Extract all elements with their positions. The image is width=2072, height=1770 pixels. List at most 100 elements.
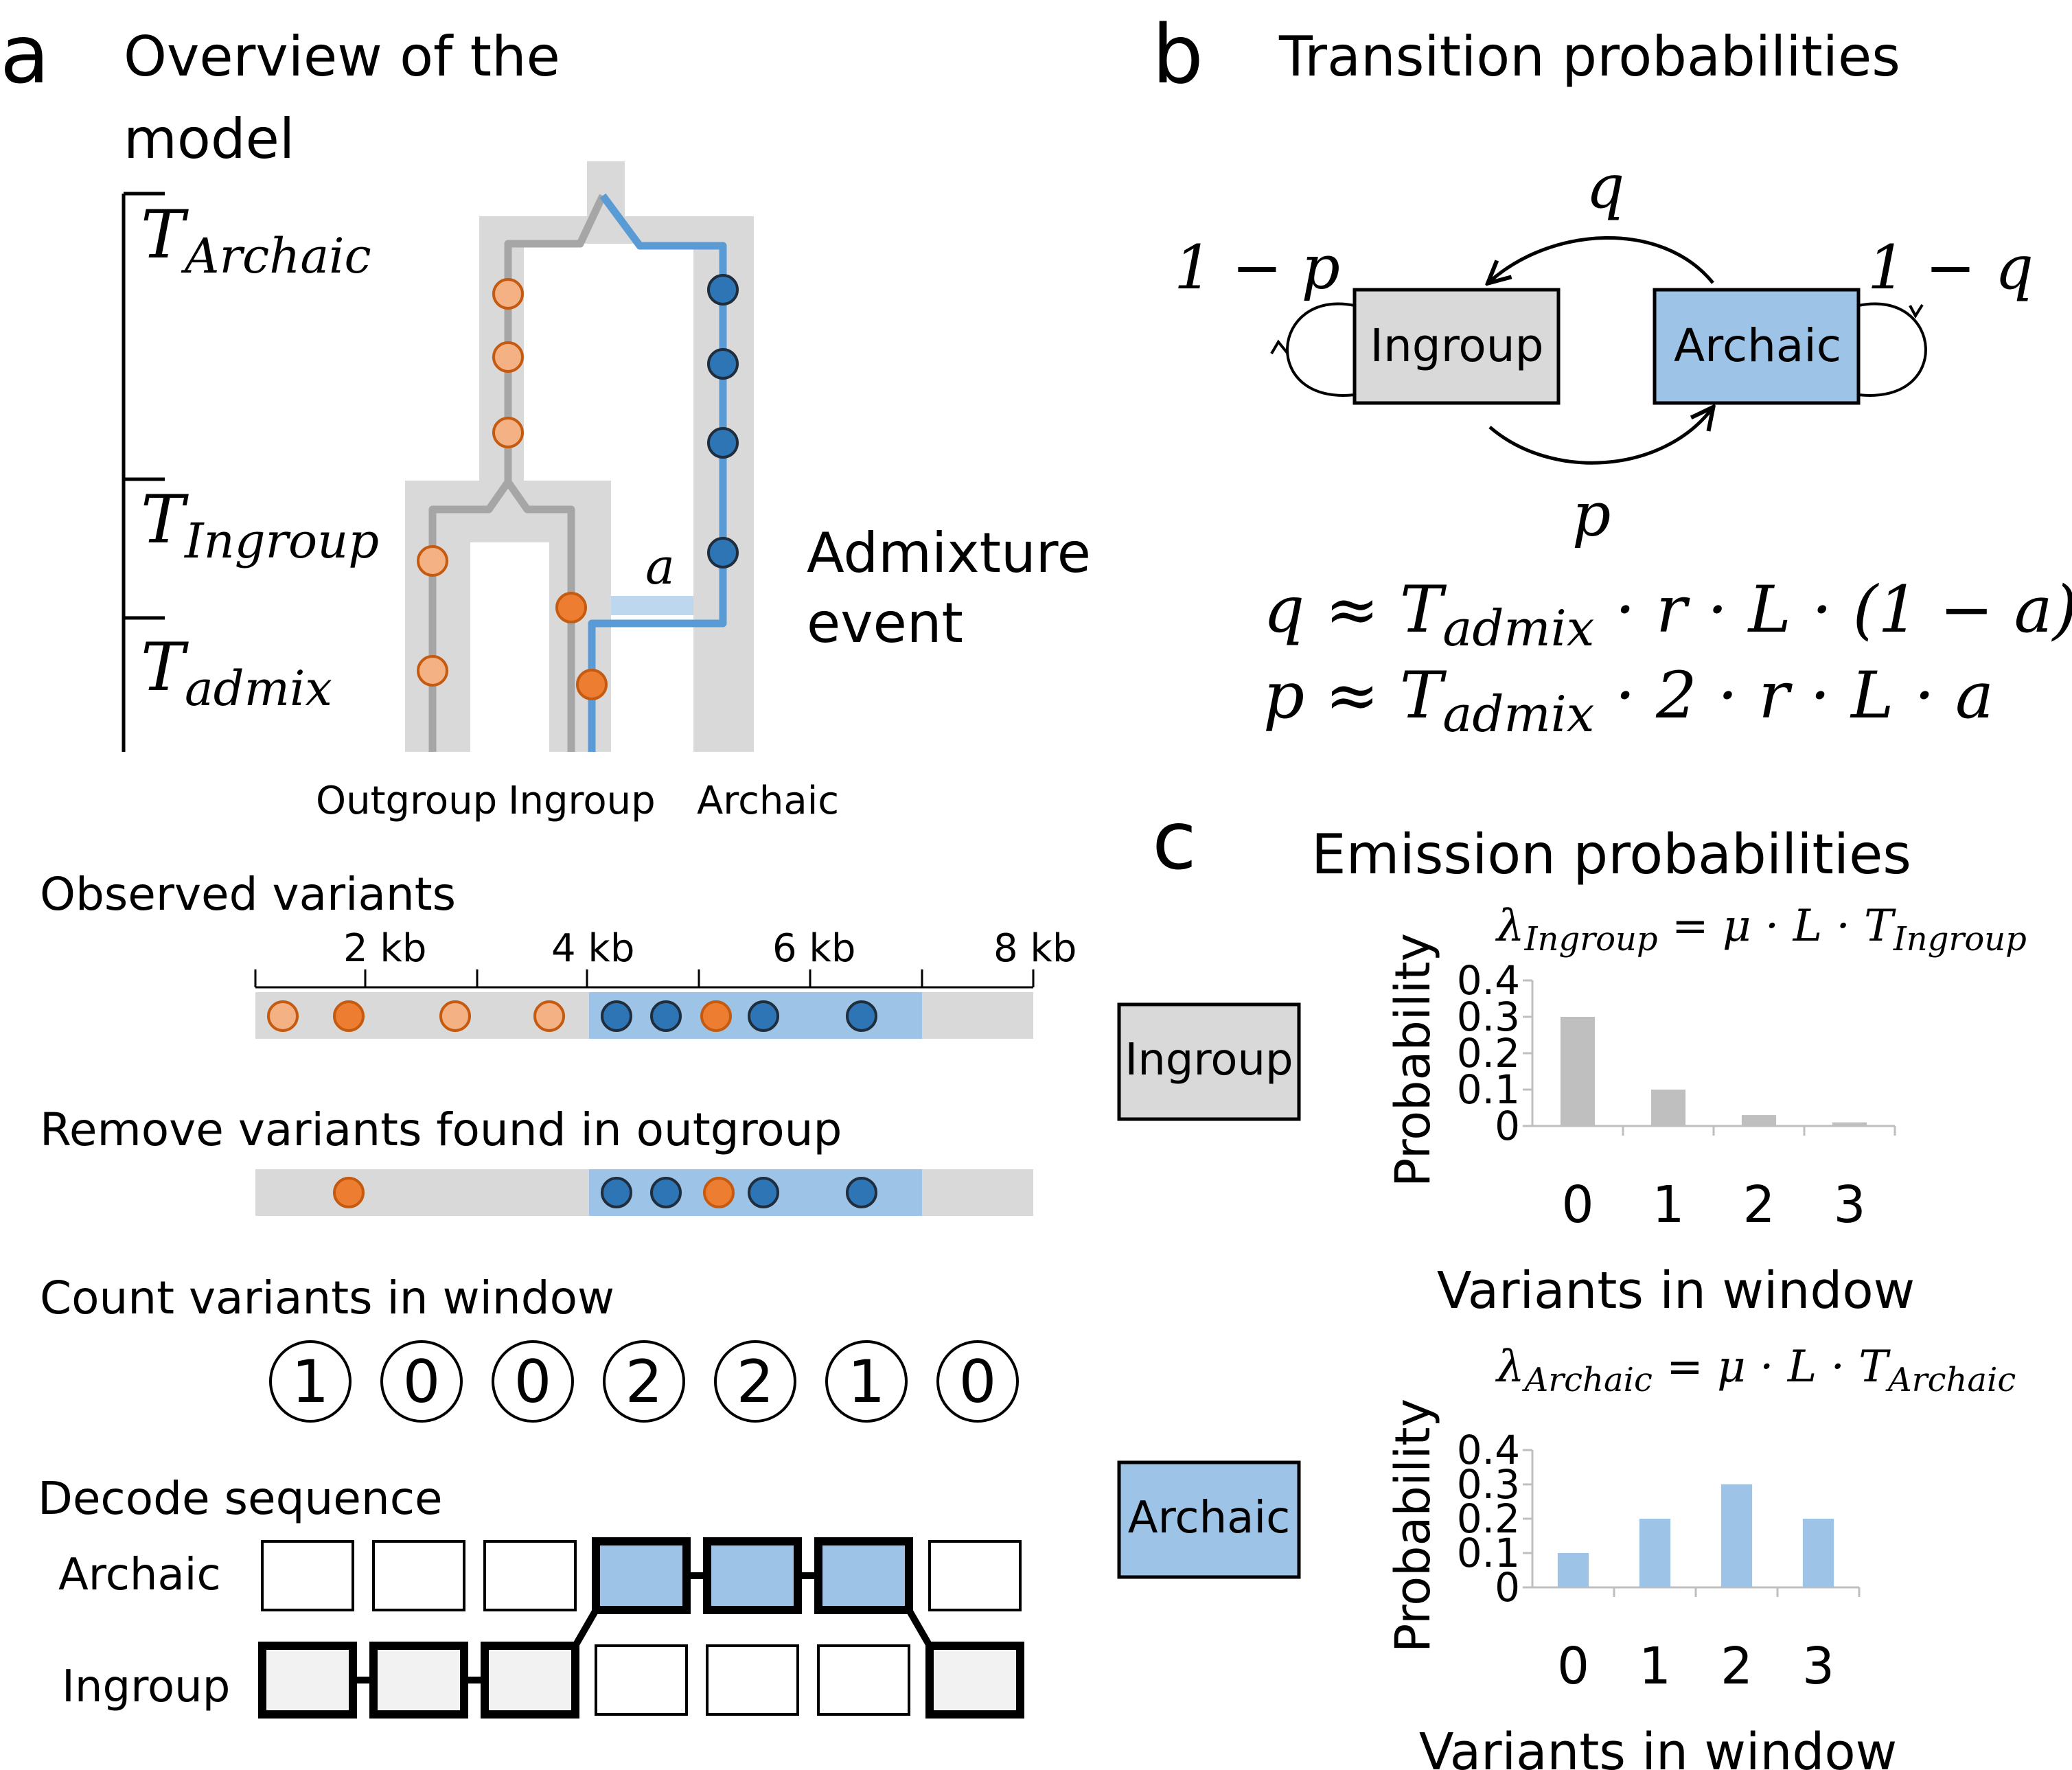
bar	[1557, 1553, 1589, 1587]
y-tick-label: 0.2	[1457, 1495, 1520, 1542]
mutation-dot	[417, 655, 448, 687]
count-value: 2	[625, 1348, 663, 1416]
count-variants-title: Count variants in window	[40, 1272, 614, 1324]
decode-cell-archaic	[483, 1540, 577, 1611]
y-tick-label: 0.1	[1457, 1066, 1520, 1113]
y-tick-label: 0.2	[1457, 1030, 1520, 1077]
lambda-ingroup-formula: λIngroup = μ · L · TIngroup	[1495, 901, 2027, 958]
mutation-dot	[492, 417, 524, 448]
emission-state-archaic-label: Archaic	[1128, 1493, 1291, 1543]
variant-dot	[748, 1000, 779, 1032]
x-tick-label: 3	[1833, 1175, 1865, 1234]
decode-row-label-ingroup: Ingroup	[62, 1662, 230, 1712]
time-axis	[122, 192, 165, 752]
count-circle	[603, 1340, 685, 1423]
x-axis-title: Variants in window	[1419, 1723, 1897, 1770]
y-tick-label: 0.4	[1457, 957, 1520, 1004]
state-ingroup: Ingroup	[1352, 288, 1561, 405]
decode-grid	[258, 1537, 1024, 1719]
genome-axis	[254, 969, 1035, 989]
bar	[1650, 1090, 1686, 1126]
bar	[1832, 1122, 1867, 1126]
count-value: 0	[959, 1348, 997, 1416]
count-value: 2	[737, 1348, 774, 1416]
count-circle	[269, 1340, 352, 1423]
panel-a-letter: a	[0, 7, 49, 102]
y-axis-title: Probability	[1385, 1399, 1441, 1653]
axis-tick-label: 2 kb	[343, 926, 426, 971]
lambda-archaic-formula: λArchaic = μ · L · TArchaic	[1495, 1342, 2016, 1399]
bar	[1802, 1519, 1834, 1587]
count-circle	[380, 1340, 463, 1423]
emission-state-archaic: Archaic	[1117, 1460, 1301, 1579]
self-loop-ingroup	[1286, 302, 1355, 397]
genome-axis-ticks: 2 kb 4 kb 6 kb 8 kb	[343, 926, 1077, 971]
state-ingroup-label: Ingroup	[1370, 319, 1544, 372]
equation-p: p ≈ Tadmix · 2 · r · L · a	[1263, 658, 1994, 743]
variant-dot	[748, 1177, 779, 1208]
count-value: 0	[403, 1348, 441, 1416]
x-tick-label: 1	[1652, 1175, 1684, 1234]
self-loop-archaic	[1858, 302, 1927, 397]
mutation-dot	[576, 669, 608, 700]
state-archaic-label: Archaic	[1674, 319, 1841, 372]
mutation-dot	[707, 348, 739, 380]
filtered-variant-dots	[333, 1177, 877, 1208]
mutation-dot	[417, 545, 448, 577]
count-circle	[492, 1340, 574, 1423]
emission-state-ingroup: Ingroup	[1117, 1002, 1301, 1121]
mutation-dot	[707, 537, 739, 568]
x-tick-label: 0	[1557, 1637, 1589, 1696]
admixture-event-line1: Admixture	[807, 521, 1091, 585]
x-tick-label: 0	[1561, 1175, 1593, 1234]
decode-cell-ingroup	[258, 1642, 357, 1719]
admixture-event-line2: event	[807, 591, 963, 655]
axis-tick-label: 4 kb	[551, 926, 634, 971]
admixture-a-label: a	[645, 538, 675, 595]
axis-tick-label: 8 kb	[993, 926, 1077, 971]
y-tick-label: 0.3	[1457, 993, 1520, 1040]
x-tick-label: 2	[1720, 1637, 1753, 1696]
mutation-dot	[555, 592, 587, 623]
variant-dot	[601, 1177, 632, 1208]
axis-tick-label: 6 kb	[772, 926, 855, 971]
panel-a-title-line1: Overview of the	[124, 25, 560, 89]
pop-label-archaic: Archaic	[697, 779, 839, 823]
decode-cell-archaic	[261, 1540, 354, 1611]
bar	[1741, 1115, 1777, 1126]
decode-cell-ingroup	[817, 1644, 910, 1716]
decode-cell-ingroup	[925, 1642, 1024, 1719]
variant-dot	[333, 1177, 365, 1208]
mutation-dot	[492, 278, 524, 310]
y-tick-label: 0	[1495, 1103, 1520, 1149]
observed-variants-title: Observed variants	[40, 868, 456, 921]
arrow-ingroup-to-archaic	[1488, 409, 1712, 465]
variant-dot	[333, 1000, 365, 1032]
pop-label-outgroup: Outgroup	[316, 779, 497, 823]
decode-path-segment	[906, 1608, 933, 1648]
tree-mutations	[417, 274, 739, 700]
panel-b-letter: b	[1152, 7, 1204, 102]
y-tick-label: 0.4	[1457, 1427, 1520, 1473]
count-circle	[714, 1340, 796, 1423]
x-axis-title: Variants in window	[1437, 1261, 1915, 1320]
pop-label-ingroup: Ingroup	[508, 779, 656, 823]
mutation-dot	[707, 274, 739, 306]
x-tick-label: 2	[1742, 1175, 1775, 1234]
y-tick-label: 0.3	[1457, 1461, 1520, 1508]
count-value: 0	[514, 1348, 552, 1416]
observed-sequence	[255, 992, 1033, 1039]
panel-a-title-line2: model	[124, 107, 295, 171]
decode-cell-ingroup	[595, 1644, 688, 1716]
count-circle	[936, 1340, 1019, 1423]
mutation-dot	[492, 341, 524, 373]
x-tick-label: 1	[1639, 1637, 1671, 1696]
self-loop-archaic-head	[1909, 303, 1924, 319]
y-tick-label: 0.1	[1457, 1530, 1520, 1576]
self-loop-ingroup-head	[1270, 339, 1289, 355]
arrow-archaic-to-ingroup	[1490, 236, 1714, 283]
y-tick-label: 0	[1495, 1564, 1520, 1611]
